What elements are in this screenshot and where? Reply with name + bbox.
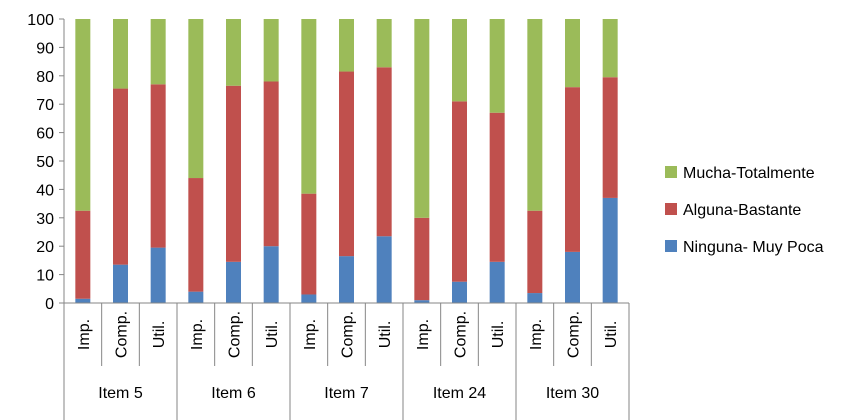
x-category-label: Comp.: [566, 311, 583, 358]
bar-segment-mucha: [414, 19, 430, 218]
bar-segment-ninguna: [339, 256, 354, 303]
bar-segment-alguna: [452, 101, 467, 282]
legend-swatch: [665, 240, 677, 252]
bar-segment-ninguna: [414, 300, 430, 303]
x-group-label: Item 5: [98, 385, 143, 402]
bar-segment-ninguna: [226, 261, 241, 303]
bar-segment-mucha: [376, 19, 392, 68]
legend-label: Mucha-Totalmente: [683, 165, 815, 182]
y-tick-label: 50: [36, 154, 54, 171]
y-tick-label: 100: [27, 12, 54, 29]
y-axis: 0 10 20 30 40 50 60 70 80 90 100: [27, 12, 65, 313]
x-category-label: Util.: [151, 321, 168, 349]
legend-label: Ninguna- Muy Poca: [683, 239, 824, 256]
bar-segment-ninguna: [150, 247, 166, 303]
y-tick-label: 60: [36, 126, 54, 143]
x-group-label: Item 7: [324, 385, 369, 402]
x-category-label: Comp.: [453, 311, 470, 358]
bar-segment-mucha: [602, 19, 618, 78]
x-group-label: Item 24: [433, 385, 486, 402]
bar-segment-alguna: [226, 85, 241, 262]
legend-swatch: [665, 166, 677, 178]
x-category-label: Util.: [603, 321, 620, 349]
x-category-label: Imp.: [415, 319, 432, 350]
y-tick-label: 90: [36, 40, 54, 57]
bar-segment-ninguna: [489, 261, 505, 303]
bar-segment-ninguna: [113, 264, 128, 303]
bar-segment-alguna: [339, 71, 354, 257]
bar-segment-alguna: [188, 178, 204, 292]
bar-segment-mucha: [452, 19, 467, 102]
bar-segment-ninguna: [263, 246, 279, 303]
bar-segment-mucha: [150, 19, 166, 85]
legend-label: Alguna-Bastante: [683, 202, 801, 219]
x-category-label: Imp.: [189, 319, 206, 350]
bar-segment-alguna: [602, 77, 618, 198]
y-tick-label: 10: [36, 268, 54, 285]
x-group-label: Item 6: [211, 385, 256, 402]
bar-segment-ninguna: [565, 251, 580, 303]
bar-segment-ninguna: [75, 298, 91, 303]
bar-segment-mucha: [301, 19, 317, 194]
bar-segment-mucha: [113, 19, 128, 89]
bar-segment-alguna: [414, 217, 430, 301]
y-tick-label: 40: [36, 182, 54, 199]
bar-segment-ninguna: [602, 197, 618, 303]
bar-segment-mucha: [263, 19, 279, 82]
bar-segment-alguna: [75, 210, 91, 299]
x-axis: Imp. Comp. Util. Imp. Comp. Util. Imp. Comp. Uti…: [63, 302, 630, 420]
x-category-label: Util.: [377, 321, 394, 349]
bar-segment-mucha: [565, 19, 580, 88]
bar-segment-ninguna: [452, 281, 467, 303]
x-category-label: Util.: [264, 321, 281, 349]
bar-segment-mucha: [75, 19, 91, 211]
bar-segment-alguna: [150, 84, 166, 248]
y-tick-label: 30: [36, 211, 54, 228]
bar-segment-mucha: [339, 19, 354, 72]
x-group-label: Item 30: [546, 385, 599, 402]
legend-swatch: [665, 203, 677, 215]
x-category-label: Comp.: [340, 311, 357, 358]
y-tick-label: 20: [36, 239, 54, 256]
x-category-label: Util.: [490, 321, 507, 349]
bar-segment-alguna: [301, 193, 317, 295]
bar-segment-ninguna: [376, 236, 392, 303]
bar-segment-mucha: [489, 19, 505, 113]
bar-segment-alguna: [263, 81, 279, 247]
bars: [75, 19, 618, 303]
bar-segment-alguna: [113, 88, 128, 265]
bar-segment-ninguna: [301, 294, 317, 303]
bar-segment-alguna: [489, 112, 505, 262]
legend: Mucha-Totalmente Alguna-Bastante Ninguna- …: [665, 165, 824, 256]
bar-segment-alguna: [376, 67, 392, 237]
bar-segment-ninguna: [188, 291, 204, 303]
bar-segment-mucha: [527, 19, 543, 211]
y-tick-label: 80: [36, 69, 54, 86]
bar-segment-alguna: [527, 210, 543, 294]
x-category-label: Imp.: [76, 319, 93, 350]
bar-segment-alguna: [565, 87, 580, 252]
y-tick-label: 0: [45, 296, 54, 313]
x-category-label: Comp.: [114, 311, 131, 358]
x-category-label: Comp.: [227, 311, 244, 358]
x-category-label: Imp.: [528, 319, 545, 350]
bar-segment-mucha: [226, 19, 241, 86]
y-tick-label: 70: [36, 97, 54, 114]
bar-segment-mucha: [188, 19, 204, 179]
bar-segment-ninguna: [527, 293, 543, 303]
x-category-label: Imp.: [302, 319, 319, 350]
